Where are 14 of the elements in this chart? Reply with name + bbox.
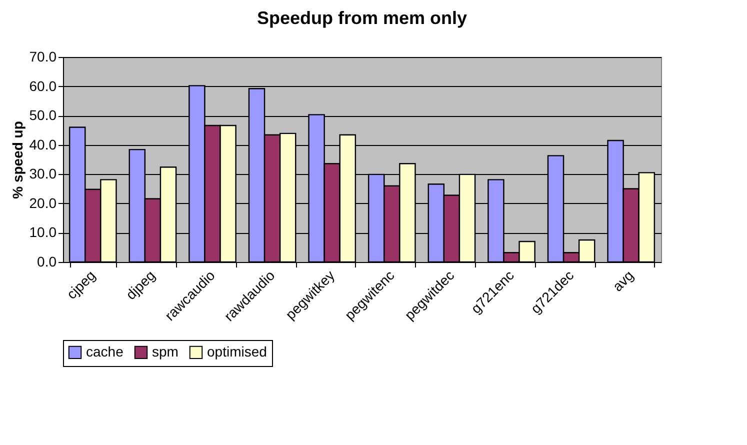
legend-label: cache (86, 343, 124, 360)
y-tick-label: 30.0 (29, 166, 57, 182)
legend-label: spm (152, 343, 178, 360)
y-axis-title: % speed up (9, 121, 26, 199)
y-tick-label: 20.0 (29, 194, 57, 211)
y-tick-label: 60.0 (29, 78, 57, 94)
y-tick-label: 10.0 (29, 224, 57, 240)
y-tick-label: 0.0 (37, 254, 57, 270)
x-tick-label: avg (609, 267, 637, 294)
legend-label: optimised (207, 343, 267, 360)
chart-title: Speedup from mem only (256, 8, 468, 28)
y-tick-label: 40.0 (29, 136, 57, 152)
y-tick-label: 50.0 (29, 107, 57, 124)
y-tick-label: 70.0 (29, 48, 57, 64)
